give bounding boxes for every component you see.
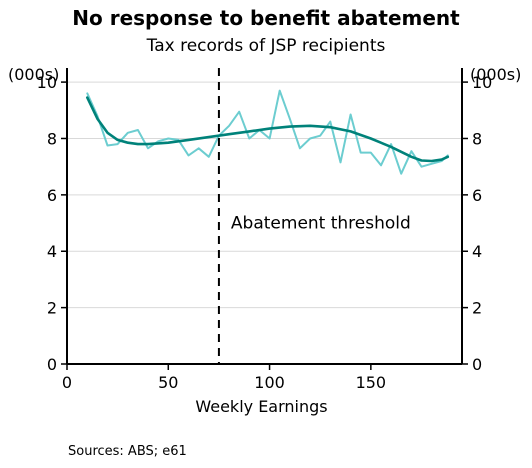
series-lines bbox=[86, 89, 450, 175]
y-tick-label-right: 8 bbox=[472, 129, 482, 148]
plot-frame bbox=[66, 68, 463, 365]
y-tick-label-left: 0 bbox=[47, 355, 57, 374]
x-tick-label: 150 bbox=[356, 373, 387, 392]
x-tick-label: 50 bbox=[158, 373, 178, 392]
y-tick-label-left: 4 bbox=[47, 242, 57, 261]
y-axis-left-unit: (000s) bbox=[8, 65, 59, 84]
y-tick-label-left: 10 bbox=[37, 73, 57, 92]
series-line-1 bbox=[86, 89, 449, 175]
y-tick-label-left: 2 bbox=[47, 299, 57, 318]
y-tick-label-right: 6 bbox=[472, 186, 482, 205]
gridlines bbox=[67, 81, 462, 309]
chart-subtitle: Tax records of JSP recipients bbox=[146, 36, 386, 56]
y-axis-right-unit: (000s) bbox=[470, 65, 521, 84]
y-axis-left-ticks: 0 2 4 6 8 10 bbox=[37, 73, 67, 374]
x-tick-label: 0 bbox=[62, 373, 72, 392]
y-axis-right-ticks: 0 2 4 6 8 10 bbox=[462, 73, 492, 374]
y-tick-label-right: 10 bbox=[472, 73, 492, 92]
y-tick-label-right: 4 bbox=[472, 242, 482, 261]
threshold-annotation: Abatement threshold bbox=[231, 214, 411, 234]
chart-title: No response to benefit abatement bbox=[72, 6, 460, 30]
x-axis-label: Weekly Earnings bbox=[195, 397, 327, 416]
series-line-2 bbox=[86, 96, 450, 163]
y-tick-label-left: 6 bbox=[47, 186, 57, 205]
x-tick-label: 100 bbox=[254, 373, 285, 392]
y-tick-label-left: 8 bbox=[47, 129, 57, 148]
x-axis-ticks: 0 50 100 150 bbox=[62, 364, 386, 392]
source-note: Sources: ABS; e61 bbox=[68, 444, 187, 459]
y-tick-label-right: 2 bbox=[472, 299, 482, 318]
y-tick-label-right: 0 bbox=[472, 355, 482, 374]
